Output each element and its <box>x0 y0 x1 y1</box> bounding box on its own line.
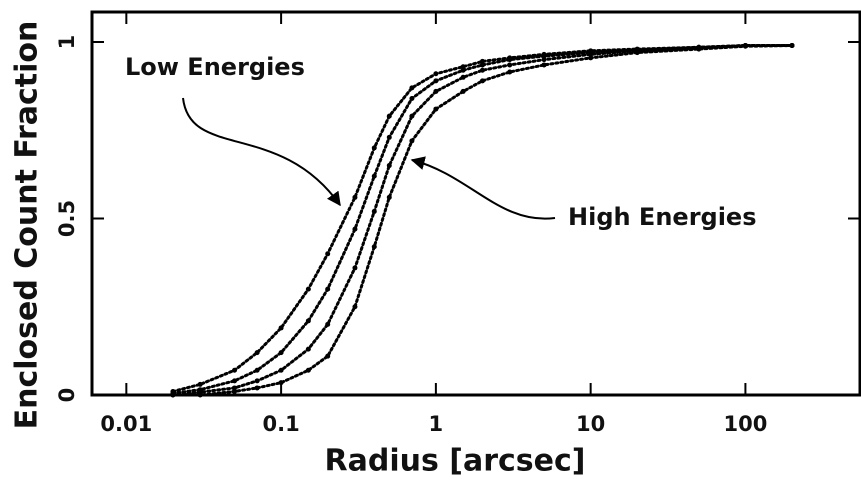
data-point <box>278 367 284 373</box>
y-tick-label: 1 <box>55 35 79 50</box>
data-point <box>386 163 392 169</box>
data-point <box>479 62 485 68</box>
data-point <box>232 367 238 373</box>
data-point <box>433 71 439 77</box>
data-point <box>409 95 415 101</box>
data-point <box>254 378 260 384</box>
data-point <box>254 367 260 373</box>
data-point <box>197 381 203 387</box>
data-point <box>232 385 238 391</box>
x-axis-label: Radius [arcsec] <box>325 444 586 479</box>
data-point <box>305 286 311 292</box>
x-tick-label: 1 <box>429 412 444 436</box>
annotation: Low Energies <box>125 53 305 81</box>
data-point <box>742 43 748 49</box>
data-point <box>170 392 176 398</box>
data-point <box>479 58 485 64</box>
data-point <box>254 385 260 391</box>
data-point <box>254 350 260 356</box>
data-point <box>325 353 331 359</box>
data-point <box>352 304 358 310</box>
data-point <box>371 208 377 214</box>
data-point <box>232 378 238 384</box>
data-point <box>197 392 203 398</box>
annotation: High Energies <box>568 203 757 231</box>
data-point <box>541 53 547 59</box>
data-point <box>507 62 513 68</box>
data-point <box>507 57 513 63</box>
x-tick-label: 0.1 <box>263 412 300 436</box>
data-point <box>325 251 331 257</box>
data-point <box>696 46 702 52</box>
y-axis-label: Enclosed Count Fraction <box>10 21 45 430</box>
x-tick-label: 0.01 <box>100 412 152 436</box>
data-point <box>433 88 439 94</box>
y-tick-label: 0 <box>55 388 79 403</box>
data-point <box>278 350 284 356</box>
data-point <box>588 51 594 57</box>
data-point <box>278 380 284 386</box>
data-point <box>479 78 485 84</box>
data-point <box>541 57 547 63</box>
data-point <box>409 85 415 91</box>
data-point <box>409 138 415 144</box>
y-tick-label: 0.5 <box>55 200 79 237</box>
data-point <box>352 265 358 271</box>
data-point <box>460 64 466 70</box>
data-point <box>386 134 392 140</box>
data-point <box>305 318 311 324</box>
data-point <box>325 286 331 292</box>
data-point <box>305 367 311 373</box>
data-point <box>433 106 439 112</box>
data-point <box>460 67 466 73</box>
data-point <box>371 244 377 250</box>
data-point <box>433 78 439 84</box>
data-point <box>409 113 415 119</box>
data-point <box>352 226 358 232</box>
data-point <box>386 113 392 119</box>
data-point <box>352 194 358 200</box>
data-point <box>305 346 311 352</box>
data-point <box>541 62 547 68</box>
arrow <box>182 97 341 207</box>
data-point <box>325 321 331 327</box>
data-point <box>386 194 392 200</box>
data-point <box>278 325 284 331</box>
data-point <box>460 88 466 94</box>
data-point <box>232 388 238 394</box>
data-point <box>507 69 513 75</box>
data-point <box>634 50 640 56</box>
data-point <box>371 173 377 179</box>
data-point <box>789 43 795 49</box>
x-tick-label: 10 <box>576 412 605 436</box>
x-tick-label: 100 <box>723 412 767 436</box>
arrow <box>410 156 556 220</box>
data-point <box>371 145 377 151</box>
data-point <box>479 67 485 73</box>
plot-frame <box>90 10 861 397</box>
data-point <box>460 74 466 80</box>
data-point <box>588 55 594 61</box>
